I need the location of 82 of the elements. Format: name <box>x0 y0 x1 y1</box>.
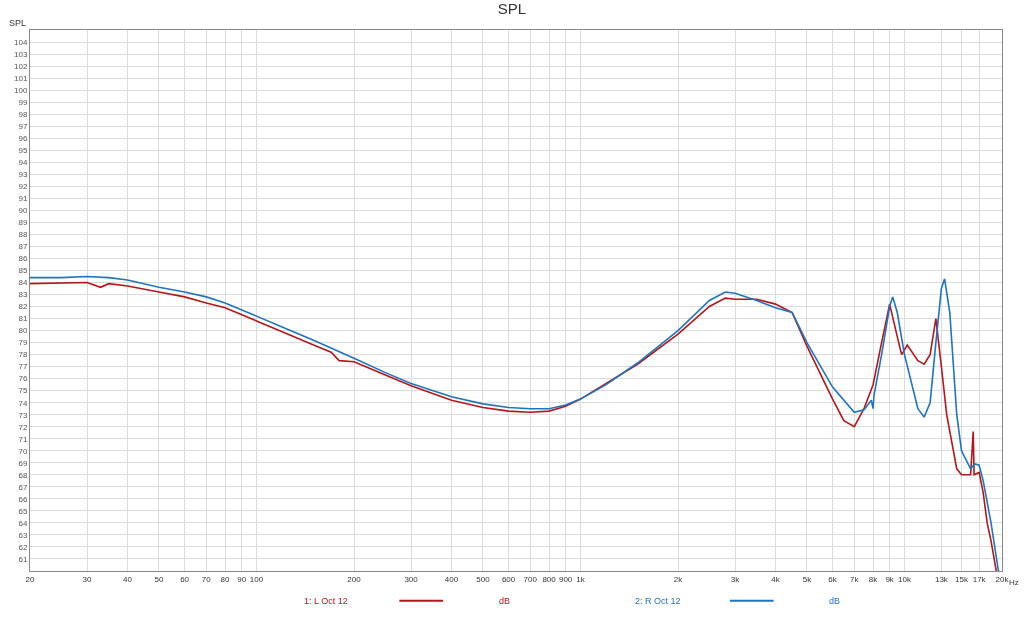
y-tick-label: 67 <box>18 482 28 492</box>
y-tick-label: 92 <box>18 182 28 192</box>
x-tick-label: 9k <box>885 574 895 584</box>
y-tick-label: 96 <box>18 134 28 143</box>
y-tick-label: 76 <box>18 374 28 384</box>
y-tick-label: 78 <box>18 350 28 360</box>
text: dB <box>829 596 841 606</box>
x-tick-label: 700 <box>523 574 538 584</box>
x-tick-label: 800 <box>542 574 557 584</box>
y-tick-label: 63 <box>18 530 28 540</box>
y-tick-label: 98 <box>18 109 28 119</box>
x-tick-label: 80 <box>220 574 231 584</box>
x-tick-label: 70 <box>201 574 212 584</box>
x-tick-label: 50 <box>154 574 164 584</box>
y-tick-label: 71 <box>18 434 28 444</box>
y-tick-label: 91 <box>18 194 28 204</box>
x-tick-label: 60 <box>180 574 190 584</box>
y-tick-label: 100 <box>14 85 28 95</box>
text: dB <box>499 596 511 606</box>
x-tick-label: 600 <box>501 574 516 584</box>
x-tick-label: 13k <box>934 574 949 584</box>
y-tick-label: 68 <box>18 470 28 480</box>
y-tick-label: 64 <box>18 518 28 528</box>
y-tick-label: 79 <box>18 338 28 348</box>
y-tick-label: 85 <box>18 266 28 276</box>
y-tick-label: 72 <box>18 422 28 432</box>
x-tick-label: 20 <box>25 574 35 584</box>
y-tick-label: 88 <box>18 230 28 240</box>
x-tick-label: 900 <box>558 574 573 584</box>
y-axis-title: SPL <box>9 18 27 28</box>
y-tick-label: 104 <box>14 37 28 47</box>
y-tick-label: 84 <box>18 278 28 288</box>
x-tick-label: 30 <box>82 574 93 584</box>
y-tick-label: 90 <box>18 206 28 216</box>
y-tick-label: 99 <box>18 97 28 107</box>
x-tick-label: 200 <box>347 574 362 584</box>
y-tick-label: 103 <box>14 49 28 59</box>
y-tick-label: 101 <box>14 73 28 83</box>
y-tick-label: 89 <box>18 218 28 228</box>
x-tick-label: 15k <box>955 574 969 584</box>
x-tick-label: 1k <box>576 574 586 584</box>
y-tick-label: 102 <box>14 61 28 71</box>
y-tick-label: 87 <box>18 242 28 252</box>
x-tick-label: 8k <box>868 574 879 584</box>
chart-title: SPL <box>497 0 527 17</box>
y-tick-label: 95 <box>18 146 28 156</box>
y-tick-label: 93 <box>18 170 28 180</box>
x-tick-label: 17k <box>972 574 987 584</box>
x-tick-label: 20k <box>995 574 1010 584</box>
y-tick-label: 70 <box>18 446 28 456</box>
x-tick-label: 500 <box>476 574 491 584</box>
x-tick-label: 3k <box>730 574 741 584</box>
y-tick-label: 62 <box>18 542 28 552</box>
x-tick-label: 7k <box>850 574 860 584</box>
y-tick-label: 81 <box>18 314 28 324</box>
x-tick-label: 4k <box>771 574 781 584</box>
y-tick-label: 86 <box>18 254 28 264</box>
x-tick-label: 100 <box>249 574 264 584</box>
y-tick-label: 77 <box>18 362 28 372</box>
y-tick-label: 82 <box>18 302 28 312</box>
y-tick-label: 83 <box>18 290 28 300</box>
x-tick-label: 90 <box>237 574 247 584</box>
y-tick-label: 73 <box>18 410 28 420</box>
y-tick-label: 65 <box>18 506 28 516</box>
y-tick-label: 69 <box>18 458 28 468</box>
x-tick-label: 10k <box>898 574 912 584</box>
text: 2: R Oct 12 <box>635 596 681 606</box>
x-tick-label: 5k <box>802 574 813 584</box>
y-tick-label: 94 <box>18 158 28 168</box>
x-tick-label: 2k <box>673 574 684 584</box>
y-tick-label: 74 <box>18 398 28 408</box>
y-tick-label: 97 <box>18 121 28 131</box>
text: 1: L Oct 12 <box>304 596 348 606</box>
y-tick-label: 61 <box>18 554 28 564</box>
x-axis-title: Hz <box>1009 578 1019 587</box>
x-tick-label: 300 <box>404 574 419 584</box>
y-tick-label: 80 <box>18 326 28 336</box>
x-tick-label: 40 <box>123 574 133 584</box>
y-tick-label: 66 <box>18 494 28 504</box>
y-tick-label: 75 <box>18 386 28 396</box>
x-tick-label: 400 <box>444 574 459 584</box>
x-tick-label: 6k <box>828 574 838 584</box>
